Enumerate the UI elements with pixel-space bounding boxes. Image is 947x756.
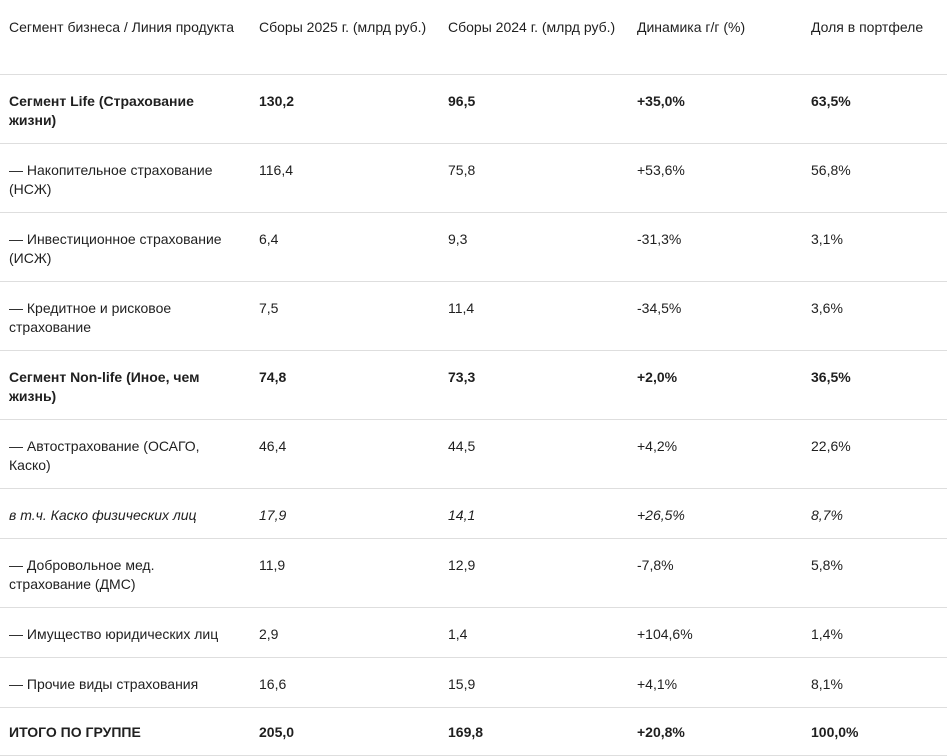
cell-yoy-change: -31,3% xyxy=(628,212,802,282)
cell-yoy-change: +104,6% xyxy=(628,607,802,658)
cell-segment: в т.ч. Каско физических лиц xyxy=(0,488,250,539)
cell-portfolio-share: 36,5% xyxy=(802,350,947,420)
cell-portfolio-share: 3,6% xyxy=(802,281,947,351)
cell-premiums-2024: 15,9 xyxy=(439,657,628,708)
cell-premiums-2025: 130,2 xyxy=(250,74,439,144)
cell-premiums-2024: 9,3 xyxy=(439,212,628,282)
cell-yoy-change: +20,8% xyxy=(628,707,802,756)
cell-segment: Сегмент Life (Страхование жизни) xyxy=(0,74,250,144)
cell-yoy-change: +2,0% xyxy=(628,350,802,420)
header-segment: Сегмент бизнеса / Линия продукта xyxy=(0,0,250,75)
cell-premiums-2024: 1,4 xyxy=(439,607,628,658)
header-row: Сегмент бизнеса / Линия продукта Сборы 2… xyxy=(0,0,947,75)
cell-premiums-2024: 44,5 xyxy=(439,419,628,489)
table-row-subitem: в т.ч. Каско физических лиц 17,9 14,1 +2… xyxy=(0,488,947,539)
cell-portfolio-share: 8,1% xyxy=(802,657,947,708)
cell-portfolio-share: 100,0% xyxy=(802,707,947,756)
cell-portfolio-share: 1,4% xyxy=(802,607,947,658)
cell-premiums-2025: 2,9 xyxy=(250,607,439,658)
cell-premiums-2025: 74,8 xyxy=(250,350,439,420)
cell-segment: — Прочие виды страхования xyxy=(0,657,250,708)
table-header: Сегмент бизнеса / Линия продукта Сборы 2… xyxy=(0,0,947,75)
cell-premiums-2025: 17,9 xyxy=(250,488,439,539)
table-row: — Инвестиционное страхование (ИСЖ) 6,4 9… xyxy=(0,212,947,282)
cell-segment: — Автострахование (ОСАГО, Каско) xyxy=(0,419,250,489)
cell-segment: ИТОГО ПО ГРУППЕ xyxy=(0,707,250,756)
cell-premiums-2024: 73,3 xyxy=(439,350,628,420)
cell-premiums-2024: 14,1 xyxy=(439,488,628,539)
cell-portfolio-share: 5,8% xyxy=(802,538,947,608)
cell-premiums-2025: 6,4 xyxy=(250,212,439,282)
table-row: — Автострахование (ОСАГО, Каско) 46,4 44… xyxy=(0,419,947,489)
table-row: — Добровольное мед. страхование (ДМС) 11… xyxy=(0,538,947,608)
cell-yoy-change: +4,2% xyxy=(628,419,802,489)
cell-yoy-change: +4,1% xyxy=(628,657,802,708)
table-row-segment-non-life: Сегмент Non-life (Иное, чем жизнь) 74,8 … xyxy=(0,350,947,420)
header-portfolio-share: Доля в портфеле xyxy=(802,0,947,75)
cell-portfolio-share: 56,8% xyxy=(802,143,947,213)
header-yoy-change: Динамика г/г (%) xyxy=(628,0,802,75)
cell-segment: — Инвестиционное страхование (ИСЖ) xyxy=(0,212,250,282)
table-row: — Прочие виды страхования 16,6 15,9 +4,1… xyxy=(0,657,947,708)
cell-premiums-2024: 11,4 xyxy=(439,281,628,351)
cell-premiums-2025: 116,4 xyxy=(250,143,439,213)
cell-premiums-2024: 75,8 xyxy=(439,143,628,213)
cell-premiums-2025: 11,9 xyxy=(250,538,439,608)
table-row-total: ИТОГО ПО ГРУППЕ 205,0 169,8 +20,8% 100,0… xyxy=(0,707,947,756)
cell-yoy-change: +26,5% xyxy=(628,488,802,539)
cell-premiums-2025: 46,4 xyxy=(250,419,439,489)
cell-segment: — Добровольное мед. страхование (ДМС) xyxy=(0,538,250,608)
table-row: — Кредитное и рисковое страхование 7,5 1… xyxy=(0,281,947,351)
table-row: — Накопительное страхование (НСЖ) 116,4 … xyxy=(0,143,947,213)
cell-portfolio-share: 63,5% xyxy=(802,74,947,144)
cell-segment: Сегмент Non-life (Иное, чем жизнь) xyxy=(0,350,250,420)
cell-yoy-change: -7,8% xyxy=(628,538,802,608)
cell-portfolio-share: 22,6% xyxy=(802,419,947,489)
cell-premiums-2024: 96,5 xyxy=(439,74,628,144)
cell-premiums-2024: 12,9 xyxy=(439,538,628,608)
cell-portfolio-share: 3,1% xyxy=(802,212,947,282)
cell-segment: — Имущество юридических лиц xyxy=(0,607,250,658)
table-row: — Имущество юридических лиц 2,9 1,4 +104… xyxy=(0,607,947,658)
cell-yoy-change: -34,5% xyxy=(628,281,802,351)
header-premiums-2024: Сборы 2024 г. (млрд руб.) xyxy=(439,0,628,75)
cell-premiums-2025: 7,5 xyxy=(250,281,439,351)
cell-portfolio-share: 8,7% xyxy=(802,488,947,539)
table-body: Сегмент Life (Страхование жизни) 130,2 9… xyxy=(0,74,947,756)
cell-segment: — Кредитное и рисковое страхование xyxy=(0,281,250,351)
cell-yoy-change: +35,0% xyxy=(628,74,802,144)
cell-premiums-2024: 169,8 xyxy=(439,707,628,756)
cell-yoy-change: +53,6% xyxy=(628,143,802,213)
table-row-segment-life: Сегмент Life (Страхование жизни) 130,2 9… xyxy=(0,74,947,144)
cell-segment: — Накопительное страхование (НСЖ) xyxy=(0,143,250,213)
cell-premiums-2025: 16,6 xyxy=(250,657,439,708)
header-premiums-2025: Сборы 2025 г. (млрд руб.) xyxy=(250,0,439,75)
cell-premiums-2025: 205,0 xyxy=(250,707,439,756)
